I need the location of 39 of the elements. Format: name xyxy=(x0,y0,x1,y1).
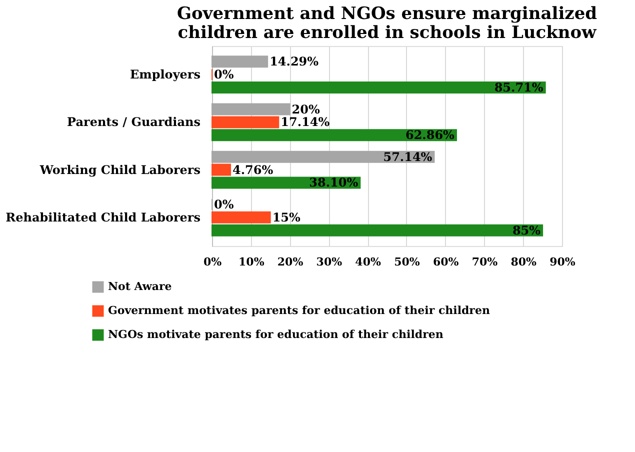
y-tick-label: Employers xyxy=(130,68,201,82)
x-tick-label: 60% xyxy=(432,256,460,268)
data-label: 17.14% xyxy=(280,115,330,130)
bar xyxy=(212,129,457,142)
bar xyxy=(212,81,546,94)
x-tick-label: 30% xyxy=(316,256,343,268)
data-label: 85.71% xyxy=(494,80,544,94)
data-label: 14.29% xyxy=(270,54,320,69)
data-label: 62.86% xyxy=(405,128,456,142)
x-tick-label: 70% xyxy=(472,256,498,268)
x-tick-label: 20% xyxy=(277,256,304,268)
legend-label: Government motivates parents for education of their children xyxy=(108,304,490,317)
data-label: 15% xyxy=(272,210,302,224)
y-tick-label: Rehabilitated Child Laborers xyxy=(6,210,201,224)
data-label: 85% xyxy=(512,223,542,238)
data-label: 20% xyxy=(292,102,320,116)
y-tick-label: Working Child Laborers xyxy=(38,162,201,177)
bar xyxy=(212,150,435,163)
bar xyxy=(212,224,544,236)
bar xyxy=(212,211,271,224)
data-label: 57.14% xyxy=(383,150,433,164)
data-label: 0% xyxy=(214,68,234,82)
x-tick-label: 40% xyxy=(355,256,382,268)
x-tick-label: 90% xyxy=(550,256,576,268)
data-label: 38.10% xyxy=(309,176,359,190)
bar xyxy=(212,164,232,176)
chart-title: Government and NGOs ensure marginalized children are enrolled in schools in Lucknow xyxy=(176,4,598,43)
bar xyxy=(212,103,290,116)
x-tick-label: 0% xyxy=(203,256,222,268)
legend-label: Not Aware xyxy=(108,280,172,293)
data-label: 0% xyxy=(214,198,234,212)
bar xyxy=(212,56,268,68)
legend-label: NGOs motivate parents for education of their children xyxy=(108,328,444,341)
x-tick-label: 50% xyxy=(394,256,420,268)
y-tick-label: Parents / Guardians xyxy=(67,115,201,130)
x-tick-label: 10% xyxy=(238,256,265,268)
bar xyxy=(212,116,280,128)
data-label: 4.76% xyxy=(232,162,274,177)
x-tick-label: 80% xyxy=(510,256,538,268)
